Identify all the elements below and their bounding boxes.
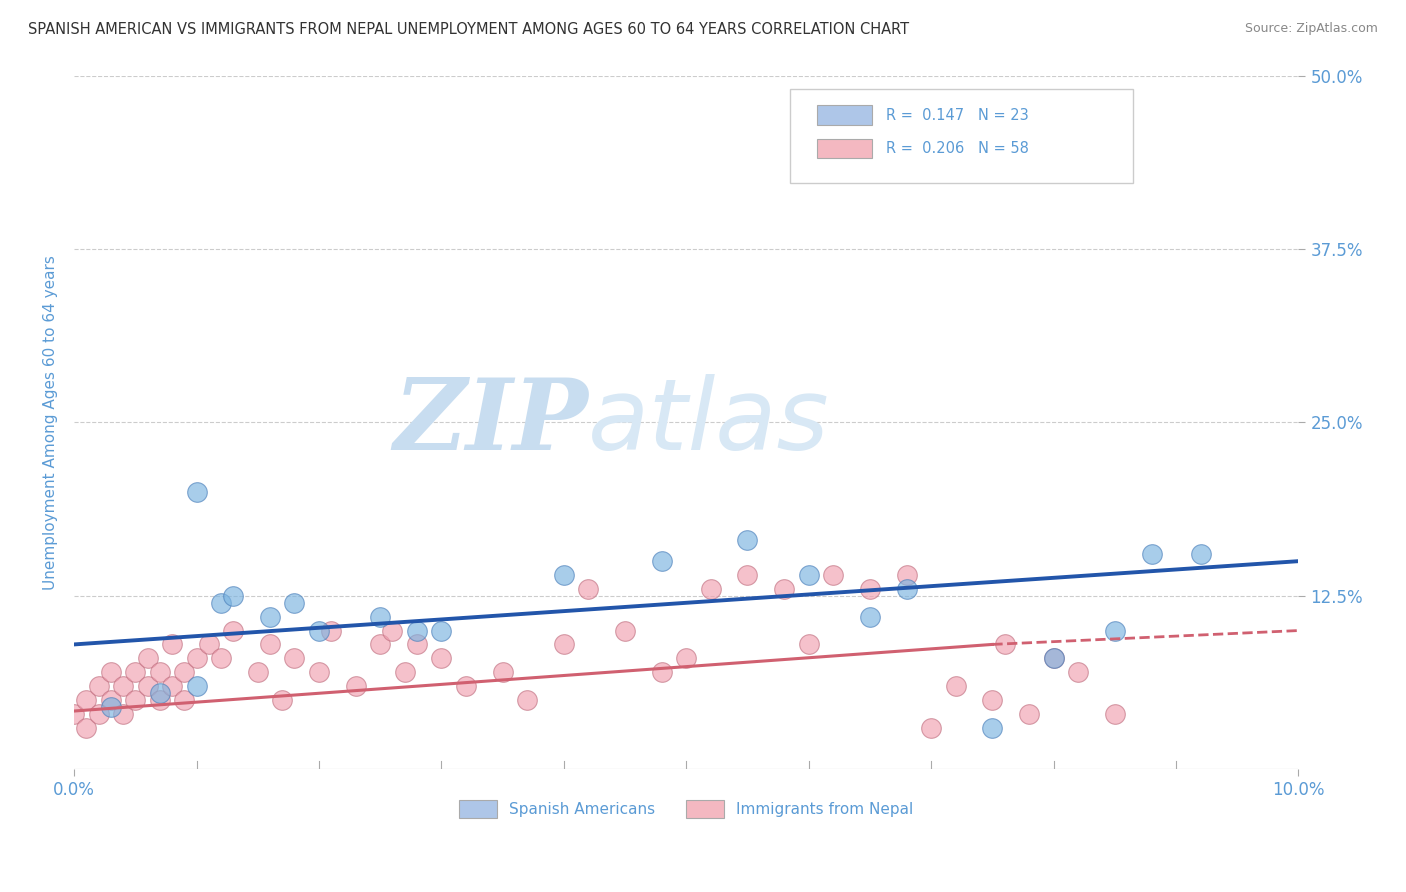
Text: R =  0.206   N = 58: R = 0.206 N = 58 [886,141,1029,156]
Point [651,665,673,680]
Point [920,721,942,735]
Point [197,637,219,651]
Legend: Spanish Americans, Immigrants from Nepal: Spanish Americans, Immigrants from Nepal [453,794,920,824]
Point [737,568,759,582]
Point [1067,665,1090,680]
Point [773,582,796,596]
Point [797,637,820,651]
Point [87,706,110,721]
Point [100,693,122,707]
Point [173,665,195,680]
Point [259,609,281,624]
Point [381,624,404,638]
Point [149,693,172,707]
Point [700,582,723,596]
Text: ZIP: ZIP [394,374,588,471]
Point [576,582,599,596]
Text: Source: ZipAtlas.com: Source: ZipAtlas.com [1244,22,1378,36]
Point [259,637,281,651]
Point [75,693,97,707]
Point [945,679,967,693]
FancyBboxPatch shape [790,89,1133,183]
Point [186,679,208,693]
Point [981,721,1004,735]
Point [222,589,245,603]
Point [553,637,575,651]
Text: SPANISH AMERICAN VS IMMIGRANTS FROM NEPAL UNEMPLOYMENT AMONG AGES 60 TO 64 YEARS: SPANISH AMERICAN VS IMMIGRANTS FROM NEPA… [28,22,910,37]
Point [246,665,269,680]
Y-axis label: Unemployment Among Ages 60 to 64 years: Unemployment Among Ages 60 to 64 years [44,255,58,590]
Point [209,596,232,610]
Point [1104,706,1126,721]
Point [368,637,391,651]
Point [87,679,110,693]
Point [173,693,195,707]
Point [614,624,637,638]
Point [491,665,513,680]
Point [283,596,305,610]
Point [430,624,453,638]
Point [1189,547,1212,561]
Point [344,679,367,693]
Point [430,651,453,665]
Point [308,665,330,680]
Point [859,609,882,624]
Point [75,721,97,735]
Point [1104,624,1126,638]
Point [516,693,538,707]
Point [112,679,135,693]
Point [63,706,86,721]
Bar [817,105,872,125]
Point [994,637,1017,651]
Point [186,651,208,665]
Point [454,679,477,693]
Point [1042,651,1064,665]
Point [160,637,183,651]
Point [1140,547,1163,561]
Point [321,624,343,638]
Point [112,706,135,721]
Point [896,582,918,596]
Bar [817,138,872,158]
Point [271,693,294,707]
Point [149,665,172,680]
Point [124,693,146,707]
Text: R =  0.147   N = 23: R = 0.147 N = 23 [886,108,1029,122]
Point [308,624,330,638]
Point [859,582,882,596]
Point [737,533,759,548]
Point [283,651,305,665]
Point [1018,706,1040,721]
Point [651,554,673,568]
Point [394,665,416,680]
Point [823,568,845,582]
Point [368,609,391,624]
Point [186,484,208,499]
Point [896,568,918,582]
Point [406,624,429,638]
Point [100,699,122,714]
Point [136,679,159,693]
Point [136,651,159,665]
Point [406,637,429,651]
Point [124,665,146,680]
Point [222,624,245,638]
Text: atlas: atlas [588,374,830,471]
Point [209,651,232,665]
Point [981,693,1004,707]
Point [149,686,172,700]
Point [100,665,122,680]
Point [1042,651,1064,665]
Point [797,568,820,582]
Point [160,679,183,693]
Point [675,651,697,665]
Point [553,568,575,582]
